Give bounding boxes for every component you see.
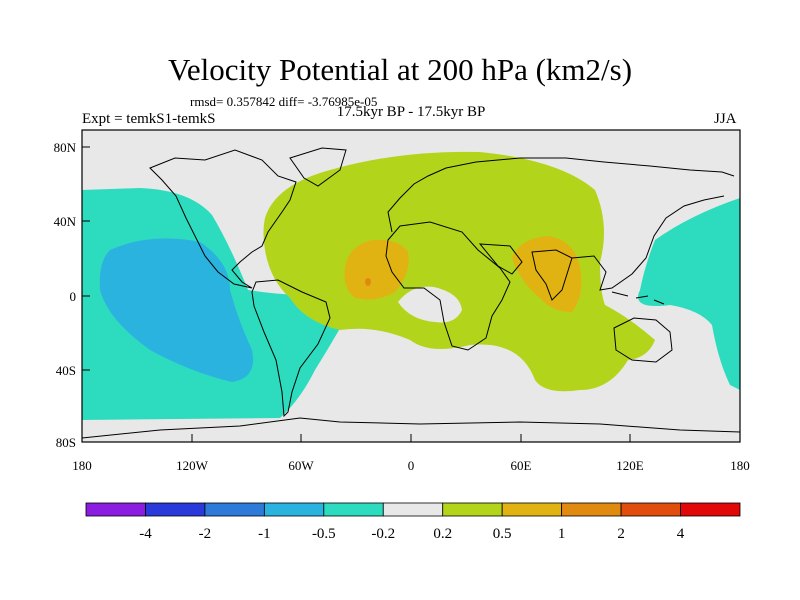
- contour-neg-weak-west-pacific: [638, 198, 740, 390]
- lat-label: 80N: [54, 140, 77, 155]
- colorbar-swatch: [204, 502, 265, 517]
- colorbar-label: 2: [617, 526, 625, 542]
- colorbar-label: 0.5: [493, 526, 512, 542]
- period-label: 17.5kyr BP - 17.5kyr BP: [336, 104, 486, 120]
- coast-greenland: [289, 147, 347, 187]
- colorbar-swatch: [680, 502, 741, 517]
- lat-label: 40N: [54, 214, 77, 229]
- colorbar-label: -1: [258, 526, 271, 542]
- lon-label: 120W: [176, 458, 209, 473]
- map-title: Velocity Potential at 200 hPa (km2/s): [167, 52, 633, 87]
- colorbar-labels: -4 -2 -1 -0.5 -0.2 0.2 0.5 1 2 4: [139, 526, 685, 542]
- colorbar-swatch: [442, 502, 503, 517]
- colorbar-swatch: [501, 502, 563, 517]
- colorbar-label: -2: [199, 526, 212, 542]
- lon-label: 180: [72, 458, 92, 473]
- colorbar-label: 1: [558, 526, 566, 542]
- latitude-labels: 80N 40N 0 40S 80S: [54, 140, 77, 450]
- lon-label: 0: [408, 458, 415, 473]
- colorbar-swatch: [323, 502, 384, 517]
- coast-antarctica: [81, 417, 741, 439]
- experiment-label: Expt = temkS1-temkS: [82, 111, 216, 127]
- colorbar-swatch: [620, 502, 681, 517]
- contour-pos-moderate-west-africa: [344, 239, 409, 300]
- lon-label: 60W: [288, 458, 314, 473]
- rmsd-diff-stats: rmsd= 0.357842 diff= -3.76985e-05: [190, 94, 378, 109]
- lon-label: 60E: [511, 458, 532, 473]
- map-panel: [81, 129, 741, 443]
- colorbar-label: -4: [139, 526, 152, 542]
- coast-north-america: [149, 149, 297, 289]
- coast-east-asia: [571, 195, 725, 291]
- lat-label: 0: [70, 289, 77, 304]
- lat-label: 40S: [56, 363, 76, 378]
- lon-label: 120E: [616, 458, 644, 473]
- axis-ticks: [81, 146, 741, 443]
- contour-pos-moderate-south-asia: [512, 236, 582, 312]
- contour-neutral-gulf-of-guinea: [398, 286, 462, 323]
- colorbar-label: 0.2: [433, 526, 452, 542]
- coast-arabia-india: [478, 243, 573, 301]
- season-label: JJA: [714, 111, 737, 127]
- coast-maritime-continent: [611, 291, 665, 305]
- colorbar-swatch: [263, 502, 325, 517]
- coast-europe: [387, 157, 735, 233]
- lat-label: 80S: [56, 435, 76, 450]
- longitude-labels: 180 120W 60W 0 60E 120E 180: [72, 458, 750, 473]
- coastlines: [81, 147, 741, 439]
- lon-label: 180: [730, 458, 750, 473]
- coast-south-america: [251, 279, 331, 418]
- coast-australia: [613, 317, 673, 363]
- colorbar-label: -0.2: [371, 526, 395, 542]
- colorbar-label: 4: [677, 526, 685, 542]
- colorbar-swatch: [561, 502, 622, 517]
- coast-africa: [385, 221, 511, 351]
- contour-pos-weak-africa-eurasia: [263, 151, 655, 392]
- contour-pos-strong-core: [365, 278, 371, 286]
- colorbar-label: -0.5: [312, 526, 336, 542]
- colorbar-swatch: [145, 502, 206, 517]
- colorbar-swatch: [85, 502, 146, 517]
- colorbar: [85, 502, 741, 517]
- contour-neg-moderate-pacific: [99, 238, 254, 382]
- colorbar-swatch: [382, 502, 444, 517]
